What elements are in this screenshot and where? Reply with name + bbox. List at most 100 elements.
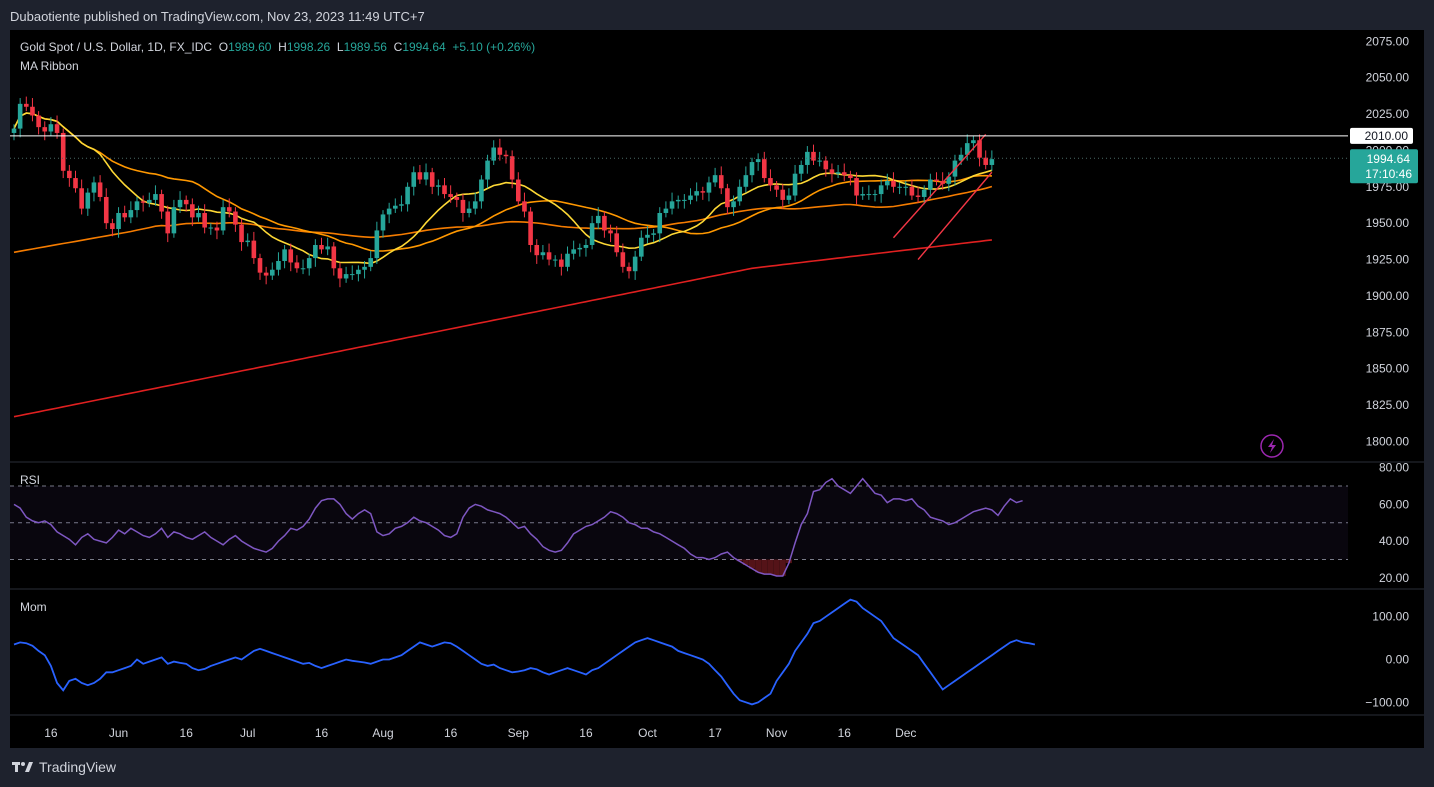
candle-body[interactable] (565, 253, 570, 267)
candle-body[interactable] (368, 258, 373, 267)
candle-body[interactable] (479, 179, 484, 202)
candle-body[interactable] (651, 233, 656, 235)
candle-body[interactable] (349, 274, 355, 276)
candle-body[interactable] (36, 115, 41, 128)
candle-body[interactable] (380, 214, 386, 231)
candle-body[interactable] (386, 208, 392, 215)
candle-body[interactable] (663, 208, 669, 213)
candle-body[interactable] (73, 178, 78, 189)
candle-body[interactable] (675, 199, 681, 202)
candle-body[interactable] (706, 182, 712, 193)
candle-body[interactable] (872, 194, 878, 196)
candle-body[interactable] (552, 259, 558, 261)
rsi-line[interactable] (13, 477, 1023, 577)
candle-body[interactable] (964, 143, 970, 155)
candle-body[interactable] (485, 160, 490, 180)
candle-body[interactable] (429, 172, 435, 187)
candle-body[interactable] (971, 140, 976, 144)
trend-line-upper[interactable] (892, 133, 987, 239)
candle-body[interactable] (639, 237, 644, 257)
tradingview-logo[interactable]: TradingView (12, 759, 116, 775)
candle-body[interactable] (97, 182, 103, 197)
candle-body[interactable] (657, 212, 663, 234)
candle-body[interactable] (153, 194, 158, 200)
candle-body[interactable] (147, 199, 152, 203)
candle-body[interactable] (17, 103, 23, 129)
candle-body[interactable] (528, 211, 533, 245)
candle-body[interactable] (196, 212, 201, 218)
candle-body[interactable] (116, 212, 121, 229)
candle-body[interactable] (620, 252, 626, 267)
candle-body[interactable] (583, 245, 589, 248)
candle-body[interactable] (700, 191, 706, 193)
candle-body[interactable] (374, 230, 380, 259)
candle-body[interactable] (60, 132, 66, 171)
candle-body[interactable] (48, 124, 54, 132)
candle-body[interactable] (208, 227, 214, 229)
candle-body[interactable] (878, 185, 884, 195)
candle-body[interactable] (159, 194, 164, 212)
candle-body[interactable] (42, 127, 48, 132)
candle-body[interactable] (190, 204, 195, 218)
candle-body[interactable] (325, 246, 330, 250)
candle-body[interactable] (915, 195, 921, 197)
candle-body[interactable] (928, 179, 933, 190)
candle-body[interactable] (91, 182, 97, 193)
candle-body[interactable] (743, 175, 749, 187)
mom-legend[interactable]: Mom (20, 600, 47, 614)
candle-body[interactable] (780, 189, 786, 200)
candle-body[interactable] (903, 186, 909, 188)
candle-body[interactable] (688, 195, 693, 200)
candle-body[interactable] (472, 201, 478, 209)
candle-body[interactable] (30, 106, 35, 116)
candle-body[interactable] (829, 169, 835, 174)
candle-body[interactable] (577, 247, 583, 250)
candle-body[interactable] (214, 227, 220, 231)
candle-body[interactable] (891, 180, 896, 187)
trend-line-lower[interactable] (917, 171, 993, 261)
candle-body[interactable] (725, 188, 730, 208)
candle-body[interactable] (110, 223, 115, 229)
candle-body[interactable] (835, 172, 841, 174)
momentum-line[interactable] (13, 598, 1036, 706)
candle-body[interactable] (288, 249, 294, 263)
candle-body[interactable] (282, 249, 287, 262)
candle-body[interactable] (811, 151, 816, 161)
candle-body[interactable] (306, 258, 312, 269)
candle-body[interactable] (24, 103, 29, 107)
candle-body[interactable] (522, 201, 527, 212)
candle-body[interactable] (983, 157, 988, 165)
candle-body[interactable] (909, 186, 915, 196)
candle-body[interactable] (977, 140, 982, 158)
candle-body[interactable] (270, 269, 275, 276)
candle-body[interactable] (263, 272, 269, 276)
candle-body[interactable] (313, 245, 318, 259)
candle-body[interactable] (848, 175, 853, 179)
candle-body[interactable] (202, 212, 207, 228)
candle-body[interactable] (817, 160, 822, 162)
candle-body[interactable] (958, 154, 964, 161)
candle-body[interactable] (546, 252, 552, 260)
candle-body[interactable] (128, 210, 134, 218)
candle-body[interactable] (343, 274, 349, 279)
candle-body[interactable] (491, 147, 496, 161)
candle-body[interactable] (694, 191, 699, 196)
candle-body[interactable] (140, 201, 146, 203)
candle-body[interactable] (559, 259, 564, 267)
candle-body[interactable] (417, 172, 423, 180)
candle-body[interactable] (669, 201, 675, 209)
candle-body[interactable] (122, 212, 127, 218)
candle-body[interactable] (798, 164, 804, 174)
candle-body[interactable] (11, 128, 17, 133)
candle-body[interactable] (774, 185, 779, 190)
candle-body[interactable] (755, 159, 761, 163)
candle-body[interactable] (731, 201, 736, 208)
candle-body[interactable] (682, 199, 687, 201)
candle-body[interactable] (718, 175, 724, 189)
candle-body[interactable] (854, 178, 859, 196)
candle-body[interactable] (276, 261, 281, 270)
candle-body[interactable] (841, 172, 847, 176)
candle-body[interactable] (614, 233, 619, 253)
candle-body[interactable] (921, 189, 927, 197)
